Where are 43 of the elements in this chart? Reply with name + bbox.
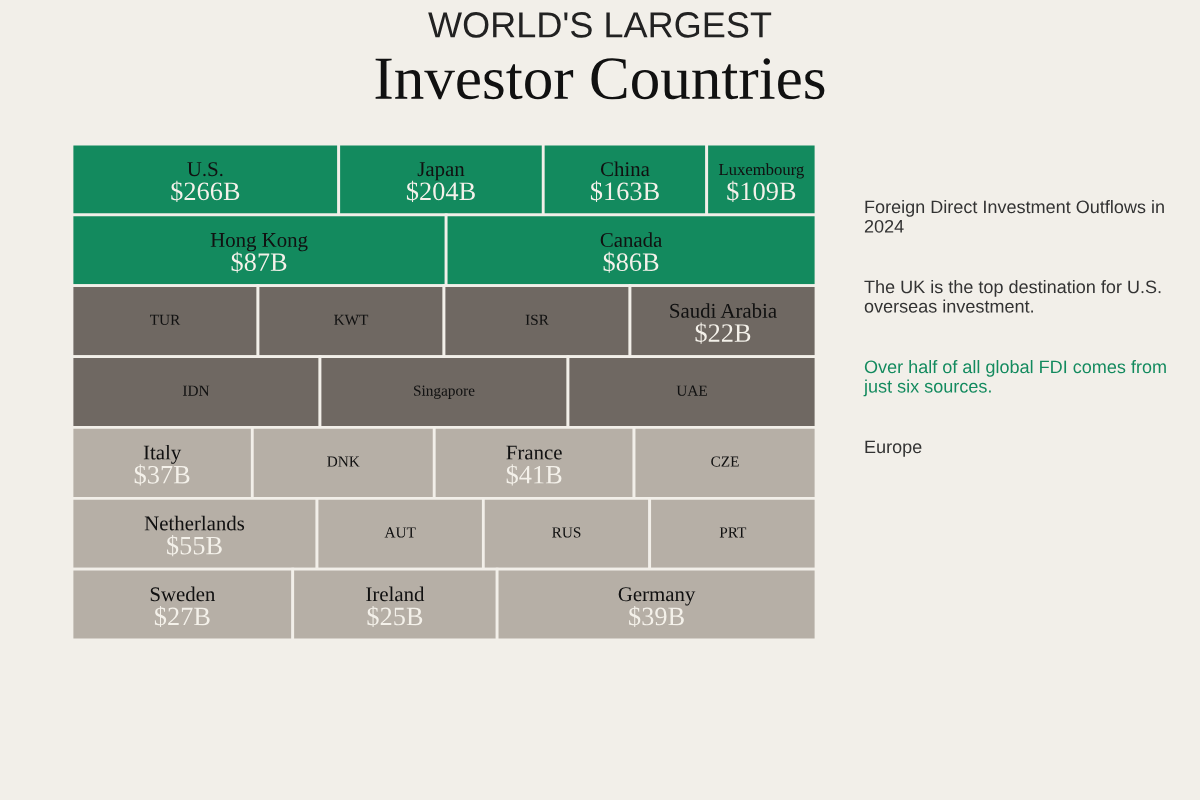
category-label: DNK [327,456,360,467]
data-label: $87B [231,251,287,273]
text: The UK is the top destination for U.S. overseas investment. [864,280,1161,313]
text: WORLD'S LARGEST [428,12,772,38]
category-label: PRT [719,527,747,538]
category-label: TUR [150,314,181,325]
category-label: Netherlands [144,515,245,531]
category-label: U.S. [187,162,223,177]
category-label: RUS [552,527,581,538]
category-label: Ireland [366,586,425,602]
category-label: France [506,445,562,460]
text: Over half of all global FDI comes from just six sources. [863,360,1166,397]
text: Foreign Direct Investment Outflows in 2024 [864,200,1164,233]
data-label: $37B [134,464,190,486]
text: Europe [865,440,922,457]
category-label: UAE [676,385,707,396]
category-label: AUT [384,527,416,538]
data-label: $39B [629,605,684,628]
category-label: Saudi Arabia [670,303,777,318]
data-label: $109B [727,180,796,202]
data-label: $25B [367,605,423,628]
category-label: ISR [525,314,549,325]
category-label: Canada [600,232,663,247]
data-label: $55B [167,535,222,557]
category-label: Japan [417,162,465,181]
category-label: KWT [334,314,369,326]
data-label: $163B [590,180,659,202]
data-label: $41B [506,464,562,486]
data-label: $27B [154,605,210,628]
category-label: IDN [182,385,210,396]
category-label: Germany [618,587,696,606]
data-label: $86B [603,251,659,273]
category-label: China [600,161,650,177]
category-label: Sweden [150,586,216,602]
data-label: $22B [695,322,751,344]
category-label: Italy [143,444,182,464]
category-label: Hong Kong [210,233,308,252]
category-label: CZE [711,456,739,467]
text: Investor Countries [375,58,825,100]
data-label: $266B [171,180,240,202]
category-label: Luxembourg [718,163,804,179]
category-label: Singapore [414,385,475,399]
data-label: $204B [406,180,475,202]
